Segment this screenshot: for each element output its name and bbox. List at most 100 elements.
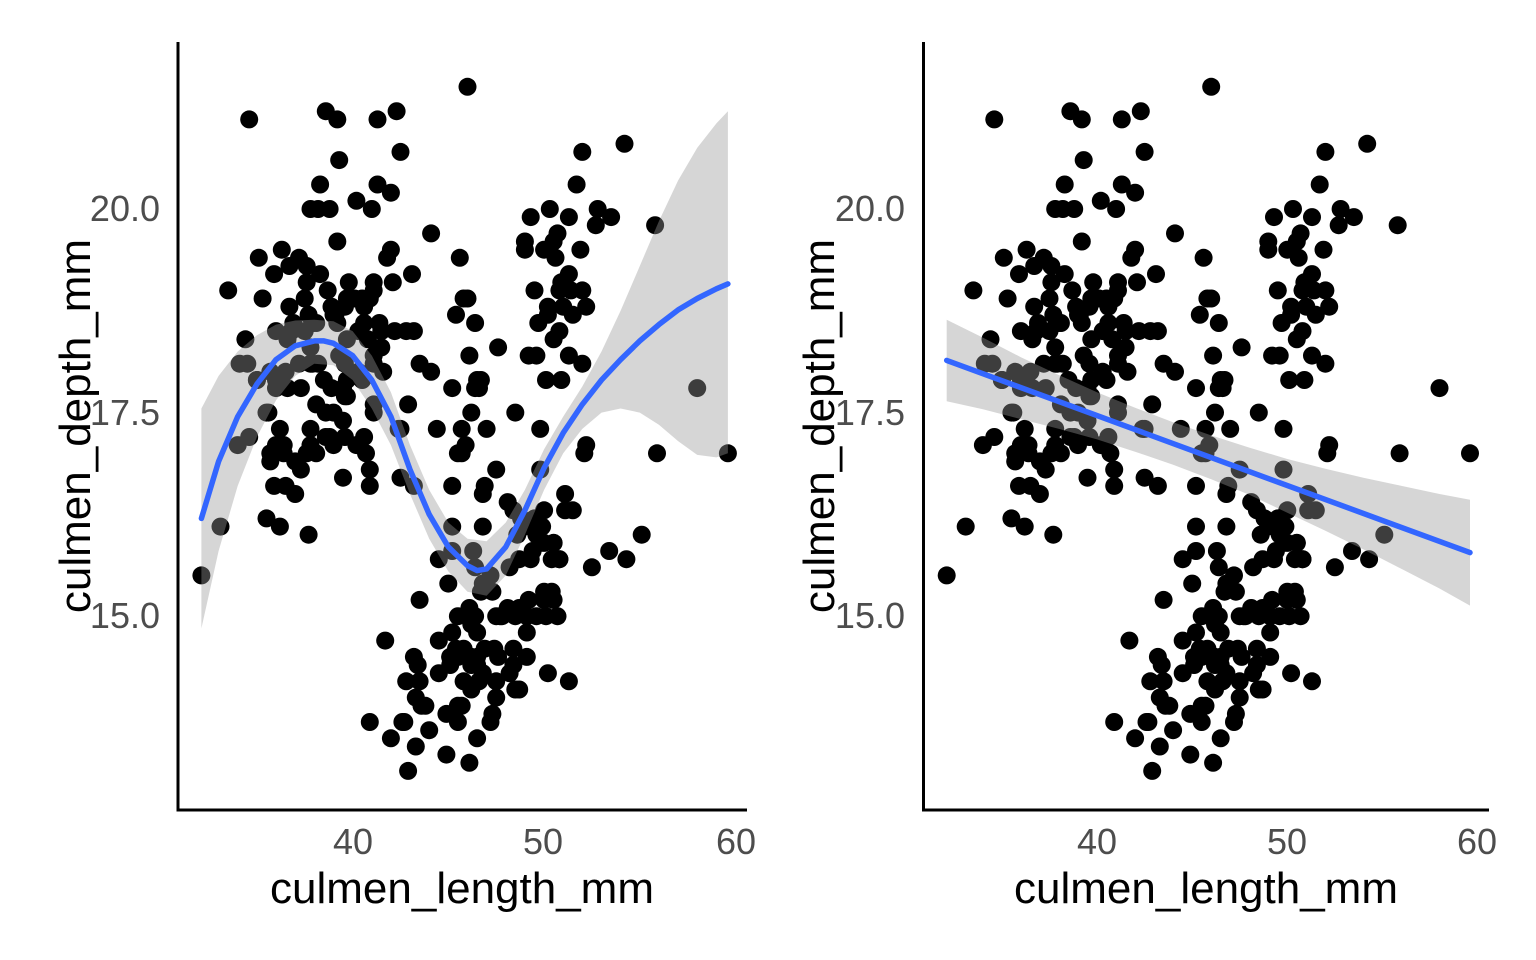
data-point [1303,672,1321,691]
data-point [1291,224,1310,243]
data-point [265,265,284,284]
data-point [443,379,462,398]
data-point [475,639,494,658]
data-point [521,208,540,227]
data-point [1247,656,1266,674]
data-point [500,558,519,577]
data-point [462,403,481,422]
data-point [1303,208,1321,227]
data-point [1206,680,1224,699]
data-point [249,248,268,267]
data-point [360,713,379,731]
data-point [1209,379,1228,398]
data-point [1249,403,1268,422]
data-point [295,322,314,341]
data-point [1044,525,1063,544]
data-point [391,142,410,161]
data-point [1004,403,1023,422]
data-point [956,517,975,536]
data-point [1025,297,1044,316]
data-point [383,273,402,292]
data-point [1261,607,1280,626]
confidence-band [946,319,1470,606]
right-y-tick-15.0: 15.0 [834,595,905,636]
data-point [1430,379,1449,398]
data-point [1211,623,1230,642]
data-point [1105,713,1124,731]
data-point [372,322,391,341]
data-point [1217,517,1236,536]
data-point [1282,305,1301,324]
data-point [286,485,305,503]
data-point [1285,550,1304,569]
data-point [1225,566,1243,585]
data-point [282,322,301,341]
data-point [1166,224,1184,243]
data-point [364,354,383,373]
data-point [1148,322,1167,341]
data-point [1219,639,1238,658]
data-point [586,216,605,235]
data-point [1192,647,1211,666]
data-point [399,761,418,780]
data-point [410,354,429,373]
data-point [1329,216,1348,235]
data-point [1217,485,1236,503]
left-x-tick-40: 40 [332,821,374,862]
data-point [291,460,310,479]
data-point [403,265,421,284]
data-point [464,542,483,560]
data-point [466,379,485,398]
data-point [577,436,596,455]
data-point [1284,200,1302,218]
data-point [314,371,333,389]
data-point [1042,273,1061,292]
data-point [339,273,358,292]
data-point [311,265,330,284]
smooth-line-lm [943,357,1473,556]
data-point [1105,460,1124,479]
data-point [1196,419,1215,438]
data-point [1017,240,1036,259]
data-point [406,737,425,756]
data-point [600,542,619,560]
data-point [330,151,349,170]
data-point [1051,444,1070,463]
data-point [1141,672,1160,691]
data-point [473,485,492,503]
data-point [439,574,458,593]
left-y-tick-15.0: 15.0 [89,595,160,636]
data-point [443,476,462,495]
data-point [1274,460,1293,479]
data-point [1105,476,1124,495]
data-point [1152,656,1171,674]
data-point [360,460,379,479]
data-point [443,517,462,536]
data-point [1109,354,1127,373]
data-point [1059,371,1078,389]
data-point [1390,444,1409,463]
data-point [483,582,502,601]
data-point [1112,110,1131,129]
data-point [337,371,356,389]
data-point [1310,175,1329,194]
data-point [1027,322,1046,341]
left-y-tick-20.0: 20.0 [89,188,160,229]
data-point [1006,362,1025,381]
data-point [567,175,586,194]
data-point [1069,436,1087,455]
data-point [422,224,441,243]
data-point [1093,322,1112,341]
data-point [460,753,479,772]
data-point [1287,590,1306,609]
data-point [646,216,665,235]
data-point [544,590,563,609]
data-point [452,444,471,463]
data-point [410,590,429,609]
data-point [272,240,291,259]
right-x-tick-40: 40 [1076,821,1118,862]
data-point [265,476,284,495]
data-point [1171,419,1190,438]
data-point [324,436,343,455]
data-point [1244,558,1263,577]
